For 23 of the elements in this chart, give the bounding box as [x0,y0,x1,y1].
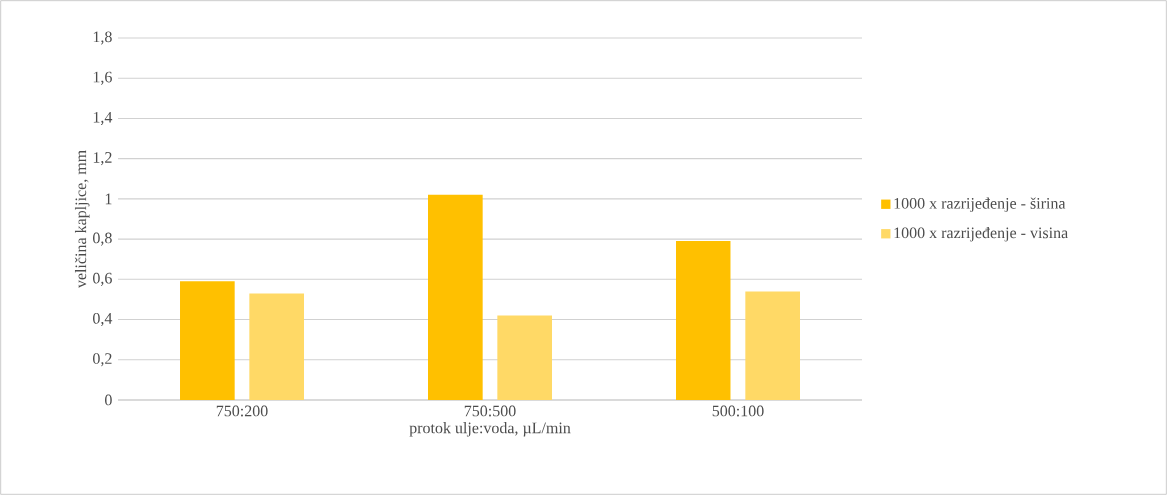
legend-label: 1000 x razrijeđenje - širina [894,197,1066,213]
y-tick-label: 1,4 [93,111,113,125]
x-axis-title: protok ulje:voda, µL/min [409,422,571,437]
x-tick-label: 500:100 [712,405,764,417]
legend-label: 1000 x razrijeđenje - visina [894,227,1068,242]
x-tick-label: 750:200 [216,405,268,417]
bar [745,291,800,400]
bar [249,293,305,400]
y-tick-label: 0,2 [93,353,112,367]
y-tick-label: 0,6 [93,272,112,286]
y-tick-label: 1,2 [93,152,112,166]
bar [497,315,553,400]
y-tick-label: 0,4 [93,312,113,327]
y-tick-label: 1 [105,193,112,205]
bar [180,281,235,400]
y-tick-label: 1,6 [93,71,112,85]
y-axis-title: veličina kapljice, mm [74,150,90,289]
y-tick-label: 0 [105,394,112,406]
y-tick-label: 0,8 [93,232,112,246]
y-tick-label: 1,8 [93,31,112,45]
x-tick-label: 750:500 [464,405,516,417]
bar [428,194,483,400]
bar [676,241,731,400]
